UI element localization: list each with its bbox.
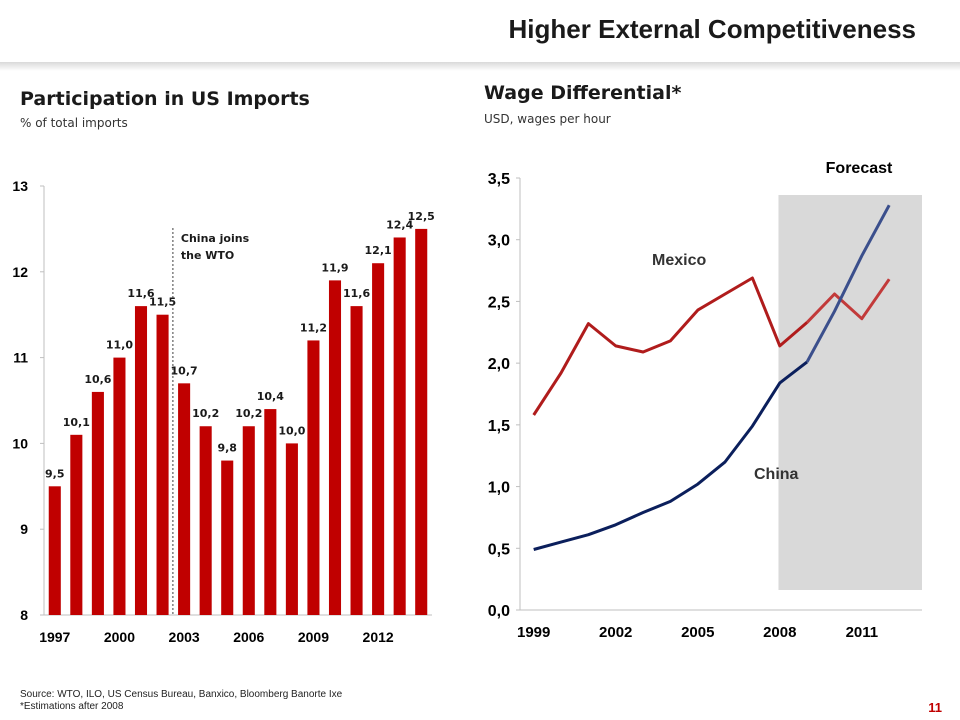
- bar-2014: [415, 228, 428, 615]
- bar-data-label: 9,5: [45, 467, 65, 480]
- bar-x-tick-label: 2003: [169, 629, 200, 645]
- bar-data-label: 11,0: [106, 339, 133, 352]
- bar-data-label: 10,1: [63, 416, 90, 429]
- forecast-band: [778, 195, 922, 590]
- line-chart-subtitle: USD, wages per hour: [484, 112, 611, 126]
- line-y-tick-label: 0,5: [488, 541, 510, 558]
- series-forecast-line-mexico: [806, 278, 891, 324]
- bar-2006: [242, 426, 255, 615]
- slide-title: Higher External Competitiveness: [508, 14, 916, 44]
- bar-chart-title: Participation in US Imports: [20, 88, 310, 110]
- title-divider: [0, 62, 960, 71]
- bar-y-tick-label: 9: [20, 521, 28, 537]
- bar-2008: [285, 443, 298, 615]
- bar-data-label: 11,5: [149, 296, 176, 309]
- line-y-tick-label: 1,0: [488, 480, 510, 497]
- bar-2011: [350, 306, 363, 615]
- bar-x-tick-label: 2000: [104, 629, 135, 645]
- line-chart-title: Wage Differential*: [484, 82, 682, 104]
- bar-x-tick-label: 1997: [39, 629, 70, 645]
- bar-x-tick-label: 2012: [363, 629, 394, 645]
- line-x-tick-label: 1999: [517, 624, 550, 641]
- bar-2000: [113, 357, 126, 615]
- page-number: 11: [928, 700, 942, 715]
- line-chart: Forecast 0,0 0,5 1,0 1,5 2,0 2,5 3,0 3,5 1999 2002…: [488, 160, 922, 641]
- bar-data-label: 10,2: [192, 407, 219, 420]
- series-line-china: [533, 360, 809, 551]
- line-x-tick-label: 2002: [599, 624, 632, 641]
- bar-data-label: 11,2: [300, 321, 327, 334]
- bar-2005: [221, 460, 234, 615]
- bar-data-label: 10,7: [171, 364, 198, 377]
- line-y-tick-label: 2,0: [488, 356, 510, 373]
- series-label-mexico: Mexico: [652, 252, 706, 269]
- bar-2007: [264, 409, 277, 615]
- series-forecast-line-china: [805, 204, 891, 363]
- bar-2009: [307, 340, 320, 615]
- bar-2002: [156, 314, 169, 615]
- bar-y-tick-label: 13: [12, 178, 28, 194]
- bar-data-label: 12,4: [386, 218, 413, 231]
- wto-annotation-line2: the WTO: [181, 249, 234, 262]
- line-y-tick-label: 1,5: [488, 418, 510, 435]
- bar-data-label: 10,6: [84, 373, 111, 386]
- source-text: Source: WTO, ILO, US Census Bureau, Banx…: [20, 689, 343, 700]
- line-x-tick-label: 2008: [763, 624, 796, 641]
- bar-y-tick-label: 11: [13, 350, 28, 366]
- line-y-tick-label: 3,0: [488, 233, 510, 250]
- bar-2012: [372, 263, 385, 615]
- bar-1997: [48, 486, 61, 615]
- bar-y-tick-label: 8: [20, 607, 28, 623]
- bar-data-label: 11,6: [343, 287, 370, 300]
- footnote-text: *Estimations after 2008: [20, 701, 124, 712]
- bar-data-label: 11,6: [127, 287, 154, 300]
- bar-data-label: 12,1: [365, 244, 392, 257]
- line-x-tick-label: 2011: [846, 624, 879, 641]
- bar-data-label: 10,0: [278, 424, 305, 437]
- line-y-tick-label: 0,0: [488, 603, 510, 620]
- bar-2003: [178, 383, 191, 615]
- series-label-china: China: [754, 466, 799, 483]
- bar-data-label: 10,4: [257, 390, 284, 403]
- bar-2004: [199, 426, 212, 615]
- bar-data-label: 10,2: [235, 407, 262, 420]
- bar-y-tick-label: 12: [12, 264, 28, 280]
- wto-annotation-line1: China joins: [181, 232, 250, 245]
- bar-x-tick-label: 2006: [233, 629, 264, 645]
- bar-2010: [328, 280, 342, 615]
- bar-x-tick-label: 2009: [298, 629, 329, 645]
- bar-2013: [393, 237, 406, 616]
- bar-chart: 89101112139,510,110,611,011,611,510,710,…: [12, 178, 434, 645]
- forecast-label: Forecast: [826, 160, 893, 177]
- line-y-tick-label: 3,5: [488, 171, 510, 188]
- bar-data-label: 11,9: [321, 261, 348, 274]
- series-line-mexico: [532, 276, 809, 416]
- source-note: Source: WTO, ILO, US Census Bureau, Banx…: [20, 689, 342, 713]
- bar-y-tick-label: 10: [12, 435, 28, 451]
- bar-1998: [70, 434, 83, 615]
- bar-data-label: 9,8: [217, 442, 237, 455]
- bar-chart-subtitle: % of total imports: [20, 116, 128, 130]
- bar-data-label: 12,5: [408, 210, 435, 223]
- line-x-tick-label: 2005: [681, 624, 714, 641]
- bar-1999: [91, 391, 104, 615]
- line-y-tick-label: 2,5: [488, 294, 510, 311]
- bar-2001: [134, 306, 148, 615]
